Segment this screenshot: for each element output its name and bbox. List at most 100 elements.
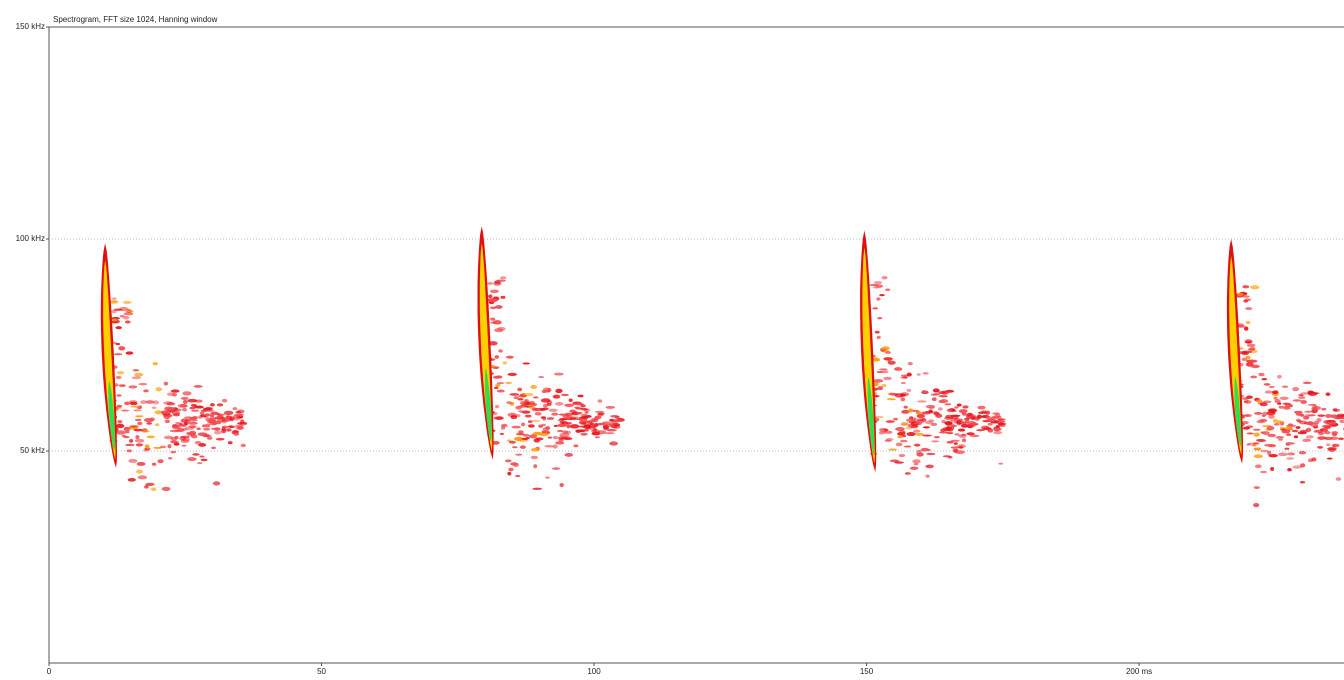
noise xyxy=(168,457,173,460)
noise xyxy=(1327,447,1337,451)
noise xyxy=(545,476,550,479)
noise xyxy=(167,392,175,397)
noise xyxy=(944,421,953,425)
noise xyxy=(510,462,519,466)
noise xyxy=(1279,396,1289,400)
noise xyxy=(1313,421,1320,425)
noise xyxy=(884,439,892,442)
noise xyxy=(1298,451,1307,455)
noise xyxy=(1307,458,1314,463)
noise xyxy=(172,425,181,430)
noise xyxy=(204,413,211,417)
noise xyxy=(194,399,203,403)
noise xyxy=(496,382,505,385)
noise xyxy=(589,422,594,426)
noise xyxy=(903,405,908,409)
noise xyxy=(507,471,512,476)
noise xyxy=(1325,392,1331,397)
noise xyxy=(941,419,946,424)
noise xyxy=(1246,395,1253,399)
noise xyxy=(505,381,513,385)
noise xyxy=(1244,400,1252,404)
noise xyxy=(876,335,881,340)
noise xyxy=(490,321,498,325)
noise xyxy=(968,422,978,426)
y-tick-label: 50 kHz xyxy=(20,446,45,455)
noise xyxy=(556,429,564,433)
noise xyxy=(591,424,596,429)
noise xyxy=(1332,408,1338,412)
noise xyxy=(163,381,169,386)
noise xyxy=(1300,392,1310,395)
noise xyxy=(1302,438,1312,442)
noise xyxy=(533,464,538,469)
noise xyxy=(524,414,532,418)
noise xyxy=(933,393,941,396)
noise xyxy=(166,407,176,411)
noise xyxy=(916,413,926,419)
call-peak xyxy=(484,368,492,443)
noise xyxy=(553,424,558,427)
noise xyxy=(564,452,574,457)
noise xyxy=(581,415,589,420)
noise xyxy=(1254,447,1262,451)
noise xyxy=(206,436,213,440)
noise xyxy=(881,275,888,280)
noise xyxy=(1288,404,1293,408)
noise xyxy=(906,432,916,437)
noise xyxy=(541,423,546,427)
noise xyxy=(180,396,189,400)
noise xyxy=(494,305,503,309)
noise xyxy=(1326,457,1333,460)
noise xyxy=(205,423,211,428)
noise xyxy=(144,444,150,449)
noise xyxy=(210,427,221,430)
noise xyxy=(1253,486,1260,490)
noise xyxy=(953,442,958,445)
noise xyxy=(240,419,245,424)
noise xyxy=(904,472,911,475)
noise xyxy=(614,416,621,419)
noise xyxy=(998,418,1006,421)
noise xyxy=(555,441,565,445)
noise xyxy=(591,431,601,436)
noise xyxy=(192,453,200,456)
noise xyxy=(541,430,546,433)
noise xyxy=(1264,390,1273,394)
noise xyxy=(906,372,912,377)
noise xyxy=(521,437,529,440)
plot-area xyxy=(100,226,1344,508)
noise xyxy=(197,432,208,436)
noise xyxy=(200,458,208,462)
noise xyxy=(527,424,535,428)
noise xyxy=(885,420,895,423)
noise xyxy=(115,342,121,346)
noise xyxy=(128,385,138,389)
noise xyxy=(136,461,146,466)
noise xyxy=(925,464,934,469)
noise xyxy=(530,455,538,460)
noise xyxy=(500,276,507,280)
noise xyxy=(160,410,171,415)
noise xyxy=(1300,463,1306,468)
noise xyxy=(1277,374,1282,379)
noise xyxy=(129,401,138,406)
noise xyxy=(188,421,198,425)
noise xyxy=(580,432,588,436)
noise xyxy=(213,430,222,435)
x-tick-label: 100 xyxy=(587,667,601,675)
noise xyxy=(164,419,170,424)
noise xyxy=(583,418,588,423)
noise xyxy=(961,410,967,414)
noise xyxy=(124,443,135,447)
noise xyxy=(170,389,180,393)
noise xyxy=(1279,426,1285,430)
noise xyxy=(124,426,129,430)
call-peak xyxy=(108,381,115,451)
noise xyxy=(597,412,605,416)
noise xyxy=(597,399,603,403)
noise xyxy=(180,424,187,427)
noise xyxy=(1244,339,1253,344)
noise xyxy=(126,449,132,453)
noise xyxy=(146,435,155,439)
